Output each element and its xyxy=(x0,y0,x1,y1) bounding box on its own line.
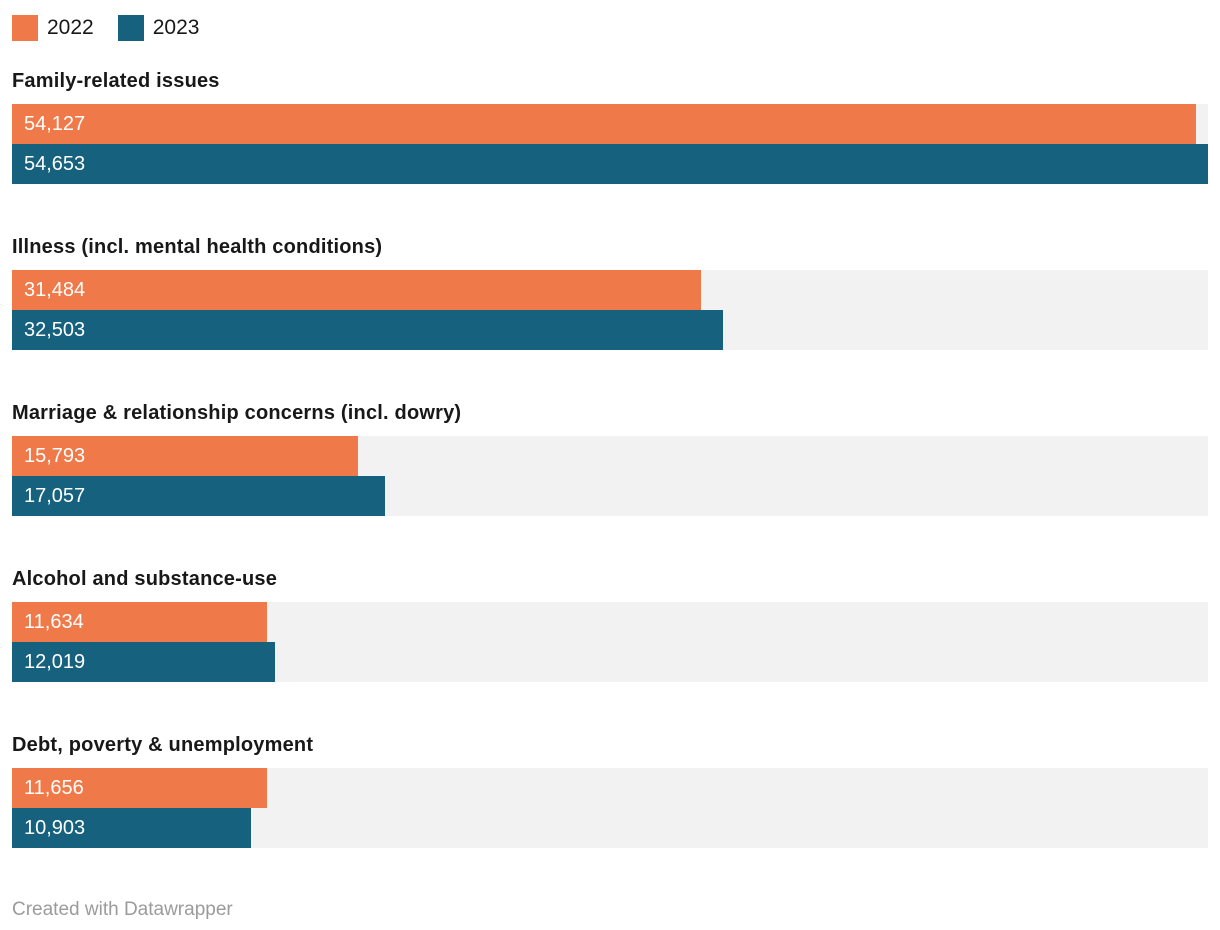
bar-value-label: 11,656 xyxy=(24,777,84,799)
bar-row-2022: 15,793 xyxy=(12,436,1208,476)
legend-label-2022: 2022 xyxy=(47,16,94,39)
bar-row-2022: 11,634 xyxy=(12,602,1208,642)
legend-item-2023: 2023 xyxy=(117,14,200,42)
legend-swatch-2023-icon xyxy=(117,15,144,41)
bar-row-2023: 32,503 xyxy=(12,310,1208,350)
category-label: Marriage & relationship concerns (incl. … xyxy=(12,402,462,424)
bar-row-2023: 10,903 xyxy=(12,808,1208,848)
bar-2022[interactable]: 11,634 xyxy=(12,602,267,642)
legend-label-2023: 2023 xyxy=(152,16,200,39)
category-group: Illness (incl. mental health conditions)… xyxy=(12,234,1208,350)
legend-item-2022: 2022 xyxy=(12,14,94,42)
bar-2023[interactable]: 10,903 xyxy=(12,808,251,848)
bar-row-2022: 31,484 xyxy=(12,270,1208,310)
category-label: Debt, poverty & unemployment xyxy=(12,734,314,756)
legend-swatch-2022-icon xyxy=(12,15,38,41)
bar-value-label: 17,057 xyxy=(24,485,86,507)
category-group: Debt, poverty & unemployment 11,656 10,9… xyxy=(12,732,1208,848)
bar-value-label: 54,653 xyxy=(24,153,86,175)
bar-row-2023: 12,019 xyxy=(12,642,1208,682)
bar-2022[interactable]: 11,656 xyxy=(12,768,268,808)
bar-groups: Family-related issues 54,127 54,653 Illn… xyxy=(12,68,1208,848)
bar-2023[interactable]: 32,503 xyxy=(12,310,724,350)
bar-2022[interactable]: 31,484 xyxy=(12,270,701,310)
bar-row-2022: 11,656 xyxy=(12,768,1208,808)
bar-value-label: 32,503 xyxy=(24,319,86,341)
bar-row-2022: 54,127 xyxy=(12,104,1208,144)
bar-value-label: 11,634 xyxy=(24,611,84,633)
legend: 2022 2023 xyxy=(12,14,1208,42)
bar-2023[interactable]: 17,057 xyxy=(12,476,386,516)
attribution: Created with Datawrapper xyxy=(12,899,233,920)
bar-value-label: 54,127 xyxy=(24,113,86,135)
category-label: Alcohol and substance-use xyxy=(12,568,278,590)
bar-row-2023: 54,653 xyxy=(12,144,1208,184)
category-group: Family-related issues 54,127 54,653 xyxy=(12,68,1208,184)
bar-2023[interactable]: 12,019 xyxy=(12,642,276,682)
bar-row-2023: 17,057 xyxy=(12,476,1208,516)
bar-value-label: 31,484 xyxy=(24,279,86,301)
bar-value-label: 10,903 xyxy=(24,817,86,839)
category-group: Marriage & relationship concerns (incl. … xyxy=(12,400,1208,516)
bar-value-label: 15,793 xyxy=(24,445,86,467)
category-group: Alcohol and substance-use 11,634 12,019 xyxy=(12,566,1208,682)
bar-value-label: 12,019 xyxy=(24,651,86,673)
bar-2022[interactable]: 54,127 xyxy=(12,104,1197,144)
category-label: Illness (incl. mental health conditions) xyxy=(12,236,383,258)
category-label: Family-related issues xyxy=(12,70,220,92)
bar-2022[interactable]: 15,793 xyxy=(12,436,358,476)
bar-2023[interactable]: 54,653 xyxy=(12,144,1208,184)
